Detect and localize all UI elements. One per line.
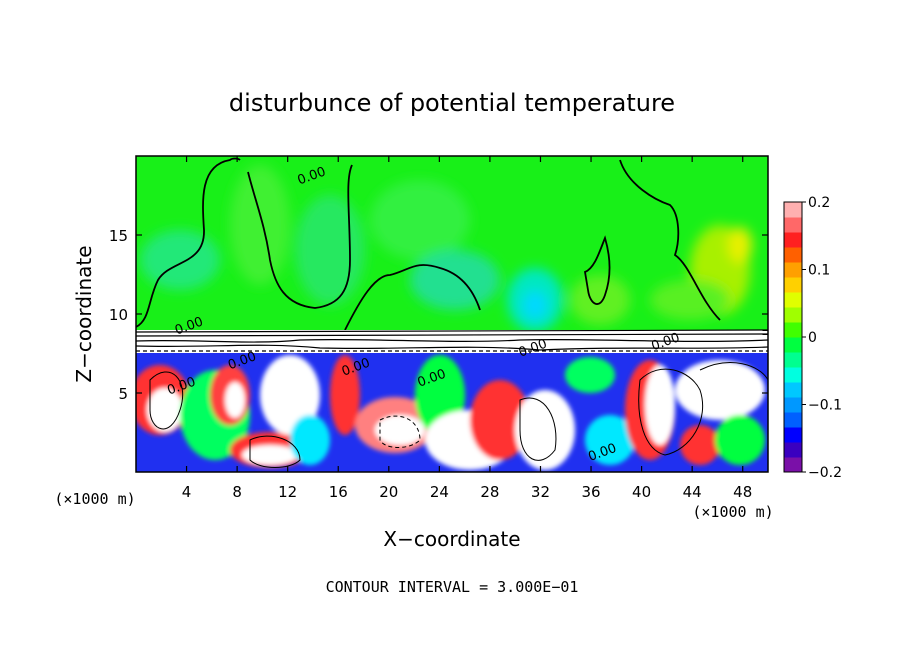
colorbar-swatch [784,397,802,413]
colorbar-swatch [784,382,802,398]
colorbar-swatch [784,442,802,458]
y-axis-label: Z−coordinate [72,245,96,382]
colorbar-swatch [784,322,802,338]
x-axis-label: X−coordinate [383,527,520,551]
colorbar-swatch [784,457,802,473]
colorbar: 0.2 0.1 0 −0.1 −0.2 [783,195,842,481]
x-unit-label-right: (×1000 m) [692,503,773,521]
y-tick-label: 10 [109,306,128,324]
colorbar-swatch [784,202,802,218]
colorbar-tick-label: 0.2 [808,195,830,211]
x-tick-label: 48 [733,483,752,501]
colorbar-swatch [784,292,802,308]
colorbar-swatch [784,277,802,293]
chart-title: disturbunce of potential temperature [229,89,675,117]
plot-area: 0.000.000.00 0.000.00 0.000.00 0.000.00 [136,156,768,472]
colorbar-swatch [784,307,802,323]
colorbar-swatch [784,427,802,443]
colorbar-tick-label: −0.2 [808,465,842,481]
colorbar-tick-label: 0.1 [808,263,830,279]
colorbar-swatch [784,412,802,428]
colorbar-swatch [784,232,802,248]
colorbar-swatch [784,217,802,233]
lower-contours [149,362,768,468]
y-tick-label: 15 [109,227,128,245]
colorbar-tick-label: 0 [808,330,817,346]
colorbar-swatch [784,247,802,263]
x-tick-label: 40 [632,483,651,501]
colorbar-swatch [784,352,802,368]
x-tick-label: 20 [379,483,398,501]
y-axis: 5 10 15 [109,227,768,403]
x-tick-label: 16 [329,483,348,501]
interface-contours [136,329,768,352]
x-unit-label-left: (×1000 m) [54,490,135,508]
x-tick-label: 36 [581,483,600,501]
colorbar-tick-label: −0.1 [808,398,842,414]
upper-contours [136,157,721,331]
x-axis: 4 8 12 16 20 24 28 32 36 40 44 48 [182,156,752,501]
x-tick-label: 4 [182,483,192,501]
upper-field-texture [140,165,752,332]
x-tick-label: 8 [232,483,242,501]
x-tick-label: 28 [480,483,499,501]
x-tick-label: 24 [430,483,449,501]
colorbar-swatch [784,337,802,353]
x-tick-label: 44 [683,483,702,501]
x-tick-label: 32 [531,483,550,501]
x-tick-label: 12 [278,483,297,501]
contour-interval-note: CONTOUR INTERVAL = 3.000E−01 [326,578,579,596]
y-tick-label: 5 [118,385,128,403]
colorbar-swatch [784,262,802,278]
colorbar-swatch [784,367,802,383]
